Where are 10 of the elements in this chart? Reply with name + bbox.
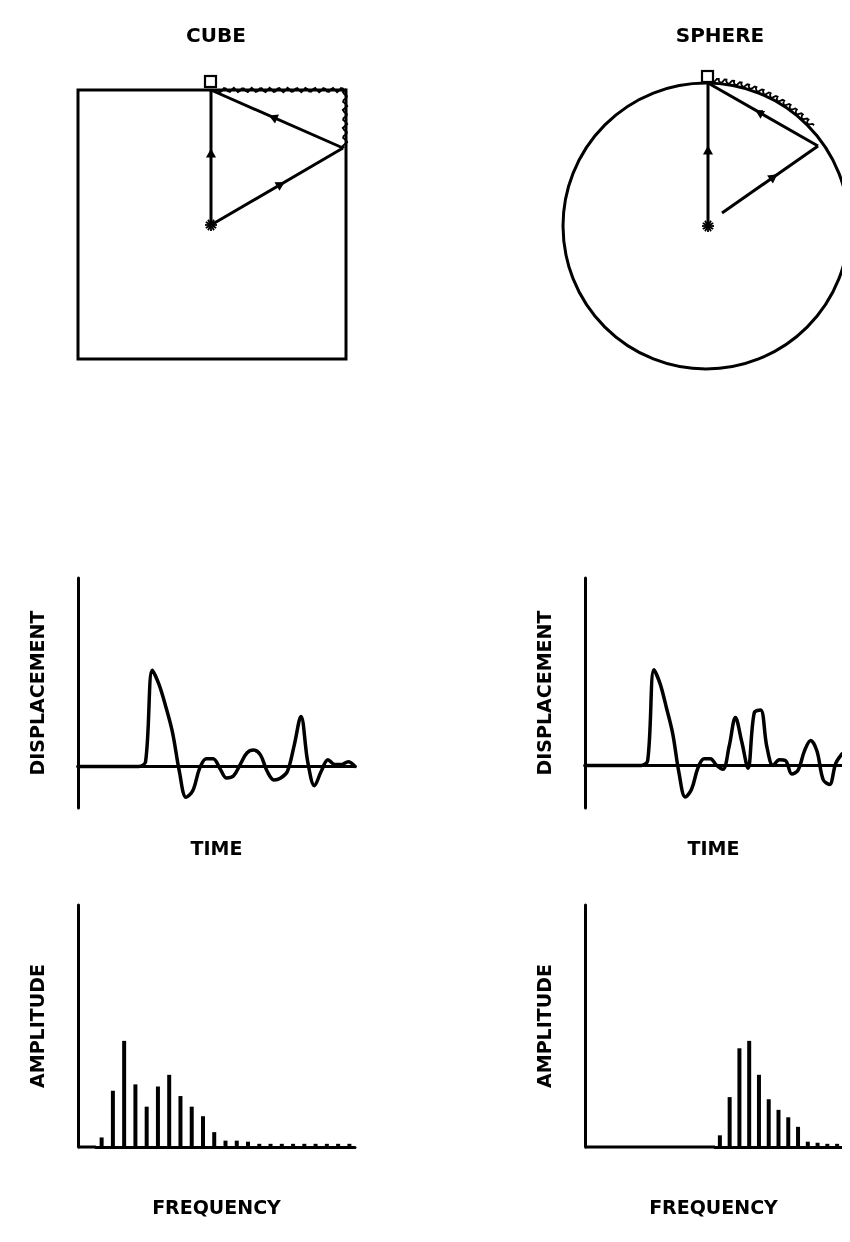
- y-axis-title: DISPLACEMENT: [25, 610, 48, 776]
- x-axis-title: TIME: [687, 836, 740, 859]
- y-axis-title: DISPLACEMENT: [532, 610, 555, 776]
- chart-title: CUBE: [186, 23, 246, 47]
- x-axis-title: FREQUENCY: [152, 1195, 282, 1218]
- x-axis-title: FREQUENCY: [649, 1195, 779, 1218]
- x-axis-title: TIME: [190, 836, 243, 859]
- y-axis-title: AMPLITUDE: [532, 964, 555, 1088]
- y-axis-title: AMPLITUDE: [25, 964, 48, 1088]
- chart-title: SPHERE: [675, 23, 765, 47]
